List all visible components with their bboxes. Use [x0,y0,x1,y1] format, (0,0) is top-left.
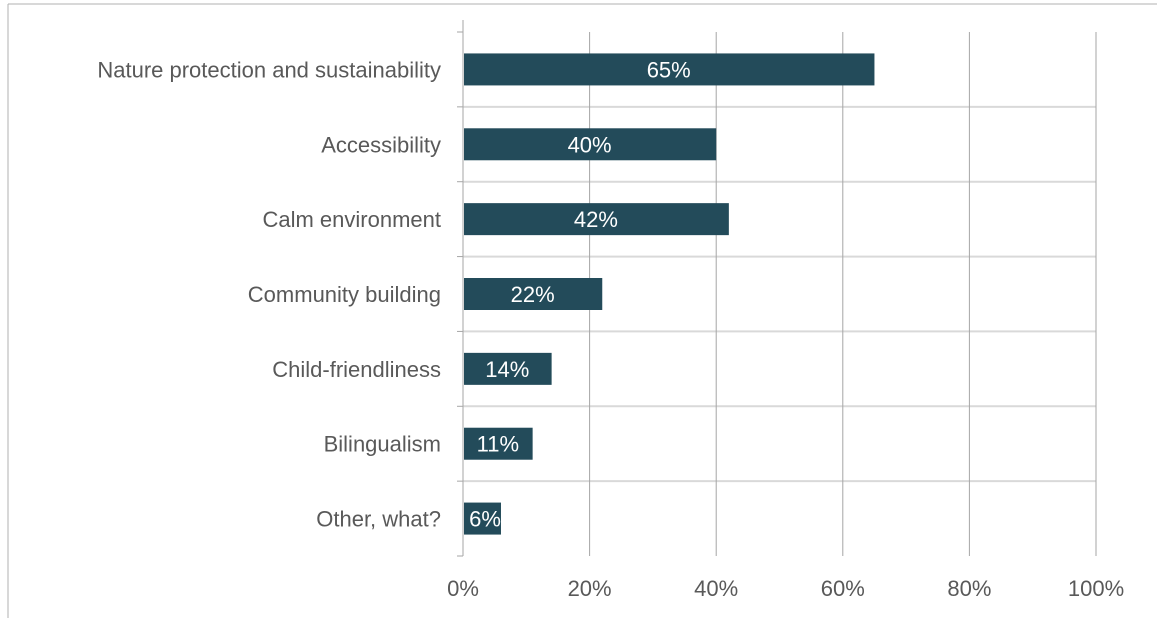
labels: 0% 20% 40% 60% 80% 100% Nature protection and … [97,57,1124,601]
category-label-2: Calm environment [262,207,441,232]
data-label-3: 22% [511,282,555,307]
bar-6 [464,502,501,535]
category-label-0: Nature protection and sustainability [97,57,441,82]
bar-1 [464,128,717,161]
category-label-5: Bilingualism [324,432,441,457]
data-label-0: 65% [647,57,691,82]
data-label-4: 14% [485,357,529,382]
bars [464,53,875,535]
x-tick-label-20: 20% [568,576,612,601]
x-tick-label-0: 0% [447,576,479,601]
x-tick-label-100: 100% [1068,576,1124,601]
bar-3 [464,278,603,310]
category-label-4: Child-friendliness [272,357,441,382]
x-tick-label-80: 80% [947,576,991,601]
category-label-6: Other, what? [316,507,441,532]
category-label-3: Community building [248,282,441,307]
bar-0 [464,53,875,86]
x-tick-label-60: 60% [821,576,865,601]
bar-5 [464,427,533,460]
data-label-1: 40% [568,132,612,157]
data-label-6: 6% [469,507,501,532]
data-label-2: 42% [574,207,618,232]
x-tick-label-40: 40% [694,576,738,601]
bar-2 [464,203,729,236]
gridlines [457,20,1097,557]
category-label-1: Accessibility [321,132,441,157]
data-label-5: 11% [477,432,519,457]
bar-4 [464,352,552,385]
